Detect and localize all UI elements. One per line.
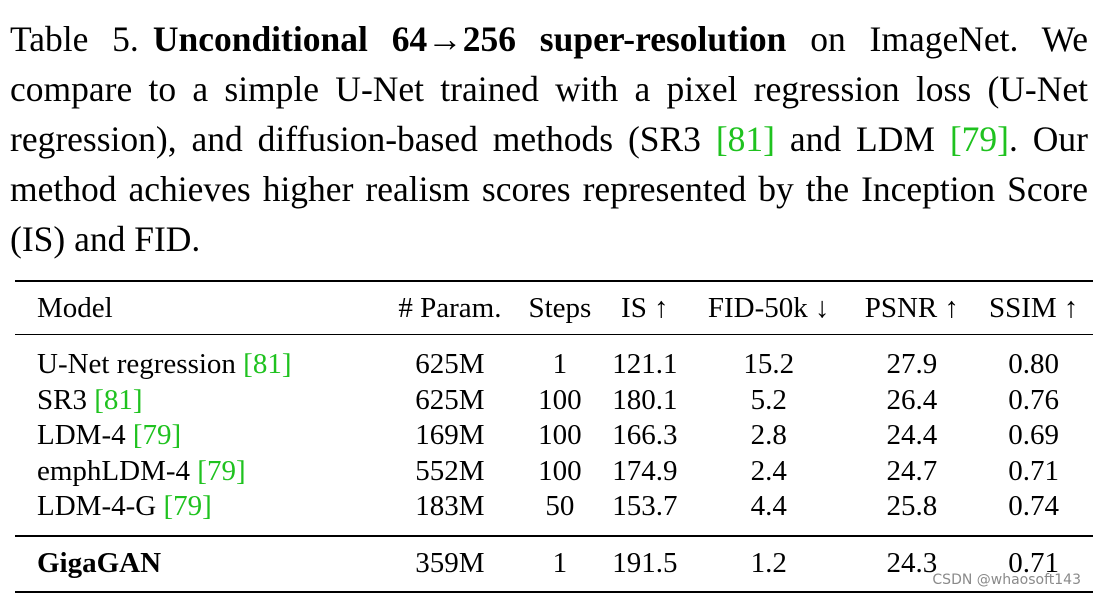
- steps-cell: 100: [538, 383, 582, 416]
- ssim-cell: 0.69: [1008, 419, 1060, 452]
- model-name: U-Net regression: [37, 348, 244, 381]
- params-cell: 359M: [415, 547, 485, 579]
- steps-cell: 50: [545, 490, 575, 523]
- steps-cell: 100: [538, 454, 582, 487]
- psnr-cell: 26.4: [886, 383, 938, 416]
- fid-cell: 2.8: [750, 419, 787, 452]
- caption-text-1: on ImageNet. We compare to a simple U-Ne…: [10, 19, 1088, 159]
- is-cell: 121.1: [612, 348, 678, 381]
- ssim-cell: 0.71: [1008, 454, 1060, 487]
- fid-cell: 15.2: [743, 348, 795, 381]
- results-table-wrapper: Model # Param. Steps IS ↑ FID-50k ↓ PSNR…: [15, 280, 1093, 593]
- is-cell: 174.9: [612, 454, 678, 487]
- table-row: U-Net regression [81] 625M 1 121.1 15.2 …: [15, 335, 1093, 383]
- model-cell: LDM-4 [79]: [15, 418, 382, 454]
- model-cell: GigaGAN: [37, 547, 162, 579]
- model-name: LDM-4: [37, 419, 133, 452]
- params-cell: 625M: [415, 383, 485, 416]
- is-cell: 191.5: [612, 547, 678, 579]
- table-number: Table 5.: [10, 19, 139, 59]
- fid-cell: 1.2: [750, 547, 787, 579]
- steps-cell: 1: [552, 547, 568, 579]
- steps-cell: 100: [538, 419, 582, 452]
- header-is: IS ↑: [621, 291, 669, 324]
- table-row-gigagan: GigaGAN 359M 1 191.5 1.2 24.3 0.71: [15, 535, 1093, 592]
- caption-text-2: and LDM: [775, 119, 950, 159]
- header-ssim: SSIM ↑: [988, 291, 1079, 324]
- table-row: LDM-4 [79] 169M 100 166.3 2.8 24.4 0.69: [15, 418, 1093, 454]
- fid-cell: 2.4: [750, 454, 787, 487]
- citation-link[interactable]: [79]: [132, 419, 182, 452]
- header-params: # Param.: [398, 291, 502, 324]
- params-cell: 625M: [415, 348, 485, 381]
- table-header-row: Model # Param. Steps IS ↑ FID-50k ↓ PSNR…: [15, 281, 1093, 335]
- model-cell: LDM-4-G [79]: [15, 489, 382, 536]
- citation-link[interactable]: [79]: [163, 490, 212, 523]
- fid-cell: 5.2: [750, 383, 787, 416]
- psnr-cell: 25.8: [886, 490, 938, 523]
- results-table: Model # Param. Steps IS ↑ FID-50k ↓ PSNR…: [15, 280, 1093, 593]
- psnr-cell: 24.7: [886, 454, 938, 487]
- fid-cell: 4.4: [750, 490, 787, 523]
- header-fid: FID-50k ↓: [707, 291, 830, 324]
- header-psnr: PSNR ↑: [864, 291, 959, 324]
- table-caption: Table 5. Unconditional 64→256 super-resol…: [10, 14, 1088, 264]
- header-model: Model: [37, 291, 113, 324]
- citation-link[interactable]: [81]: [94, 383, 143, 416]
- table-row: LDM-4-G [79] 183M 50 153.7 4.4 25.8 0.74: [15, 489, 1093, 536]
- citation-link-79[interactable]: [79]: [949, 119, 1009, 159]
- ssim-cell: 0.80: [1008, 348, 1060, 381]
- params-cell: 169M: [415, 419, 485, 452]
- is-cell: 180.1: [612, 383, 678, 416]
- table-row: emphLDM-4 [79] 552M 100 174.9 2.4 24.7 0…: [15, 454, 1093, 490]
- params-cell: 183M: [415, 490, 485, 523]
- table-title: Unconditional 64→256 super-resolution: [152, 19, 787, 59]
- model-name: emphLDM-4: [37, 454, 198, 487]
- caption-text-3: . Our method achieves higher realism sco…: [10, 119, 1088, 259]
- ssim-cell: 0.76: [1008, 383, 1060, 416]
- model-name: LDM-4-G: [37, 490, 164, 523]
- model-cell: U-Net regression [81]: [15, 335, 382, 383]
- watermark: CSDN @whaosoft143: [932, 572, 1081, 588]
- header-steps: Steps: [528, 291, 592, 324]
- is-cell: 166.3: [612, 419, 678, 452]
- table-row: SR3 [81] 625M 100 180.1 5.2 26.4 0.76: [15, 383, 1093, 419]
- params-cell: 552M: [415, 454, 485, 487]
- model-cell: SR3 [81]: [15, 383, 382, 419]
- steps-cell: 1: [552, 348, 568, 381]
- citation-link[interactable]: [81]: [243, 348, 292, 381]
- psnr-cell: 24.4: [886, 419, 938, 452]
- citation-link[interactable]: [79]: [197, 454, 246, 487]
- citation-link-81[interactable]: [81]: [715, 119, 775, 159]
- model-cell: emphLDM-4 [79]: [15, 454, 382, 490]
- ssim-cell: 0.74: [1008, 490, 1060, 523]
- ssim-cell: 0.71: [1008, 547, 1060, 579]
- psnr-cell: 27.9: [886, 348, 938, 381]
- is-cell: 153.7: [612, 490, 678, 523]
- model-name: SR3: [37, 383, 95, 416]
- psnr-cell: 24.3: [886, 547, 938, 579]
